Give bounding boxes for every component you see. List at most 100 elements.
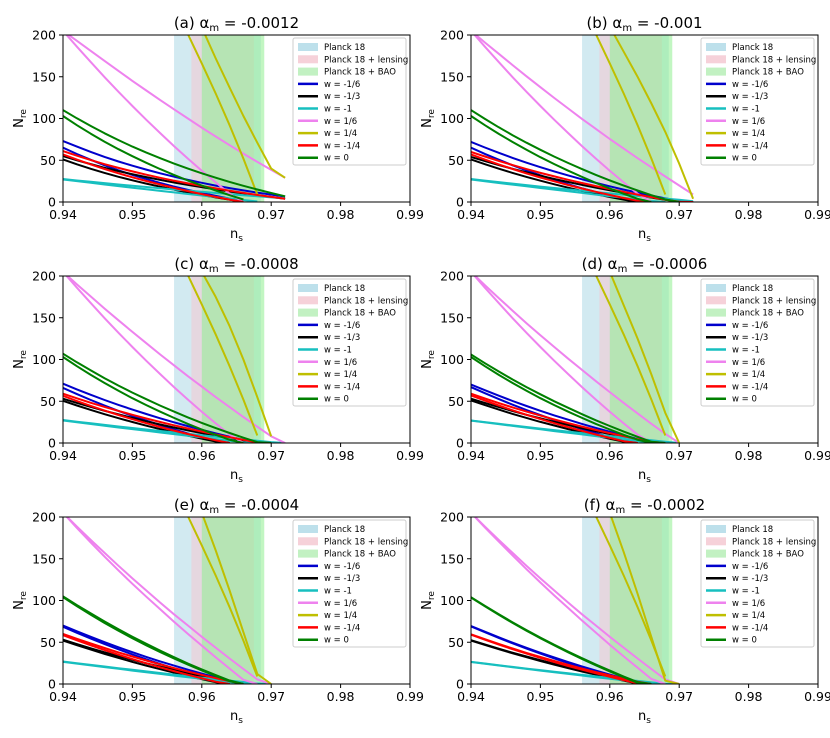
x-axis-label-main: n <box>230 709 238 724</box>
x-tick-label: 0.94 <box>49 689 77 704</box>
series-line-w-0-upper <box>471 109 680 202</box>
panel-d: 0.94 0.95 0.96 0.97 0.98 0.99 0 50 100 150 200 ns Nr… <box>420 255 830 485</box>
legend-patch <box>706 55 726 64</box>
legend-label: w = -1/6 <box>324 321 360 331</box>
panel-title-label: (f) α <box>584 496 616 514</box>
series-line-w-1-4-upper <box>63 150 286 200</box>
x-axis-label-sub: s <box>646 716 651 726</box>
legend-label: w = 0 <box>324 154 349 164</box>
band-2 <box>201 276 265 443</box>
y-tick-label: 150 <box>32 310 56 325</box>
panel-title: (b) αm = -0.001 <box>586 14 702 34</box>
legend-label: w = -1/6 <box>732 562 768 572</box>
series-line-w-1-lower <box>63 419 258 443</box>
legend-label: w = -1/6 <box>732 321 768 331</box>
series-line-w-0-upper <box>471 353 666 443</box>
band-2 <box>609 35 673 202</box>
panel-a: 0.94 0.95 0.96 0.97 0.98 0.99 0 50 100 150 200 ns Nr… <box>12 14 424 244</box>
series-line-w-1-lower <box>471 178 666 202</box>
y-axis-label: Nre <box>12 591 29 610</box>
y-tick-label: 50 <box>448 635 464 650</box>
legend-label: w = 0 <box>732 154 757 164</box>
series-line-w-1-6-upper <box>473 276 680 443</box>
legend-label: w = -1 <box>324 105 352 115</box>
legend-label: w = 1/6 <box>324 599 357 609</box>
series-line-w-1-4-upper <box>613 35 695 200</box>
y-tick-label: 100 <box>440 352 464 367</box>
plot-area <box>471 517 680 684</box>
x-tick-label: 0.95 <box>118 207 146 222</box>
legend-patch <box>706 67 726 76</box>
series-line-w-1-4-upper <box>202 517 272 684</box>
x-tick-label: 0.98 <box>735 689 763 704</box>
panel-title-label: (b) α <box>586 14 622 32</box>
legend-label: Planck 18 <box>324 43 365 53</box>
panel-title: (f) αm = -0.0002 <box>584 496 705 516</box>
legend-box <box>700 278 815 407</box>
series-line-w-1-6-lower <box>65 517 258 684</box>
legend-patch <box>298 308 318 317</box>
panel-title-sub: m <box>209 23 219 34</box>
series-line-w-1-upper <box>63 178 286 200</box>
series-line-w-1-4-lower <box>63 394 230 443</box>
series-line-w-1-4-lower <box>595 35 667 195</box>
legend-label: w = -1/3 <box>732 574 768 584</box>
x-tick-label: 0.97 <box>665 689 693 704</box>
y-tick-label: 100 <box>32 111 56 126</box>
y-axis-label: Nre <box>420 350 437 369</box>
y-tick-label: 100 <box>32 352 56 367</box>
y-tick-label: 0 <box>48 436 56 451</box>
legend-label: Planck 18 + BAO <box>732 550 804 560</box>
legend-box <box>700 519 815 648</box>
legend-patch <box>298 525 318 533</box>
panel-title-value: = -0.0002 <box>625 496 705 514</box>
x-tick-label: 0.95 <box>118 448 146 463</box>
y-axis-label: Nre <box>12 350 29 369</box>
panel-e: 0.94 0.95 0.96 0.97 0.98 0.99 0 50 100 150 200 ns Nr… <box>12 496 424 726</box>
y-axis-label-sub: re <box>427 109 437 119</box>
series-line-w-1-3-lower <box>63 399 230 443</box>
y-axis-label-sub: re <box>19 350 29 360</box>
y-axis-label-main: N <box>12 359 27 369</box>
legend-label: w = -1 <box>324 346 352 356</box>
y-tick-label: 100 <box>32 593 56 608</box>
x-tick-label: 0.99 <box>804 448 830 463</box>
y-tick-label: 50 <box>40 394 56 409</box>
series-line-w-1-4-lower <box>187 276 259 436</box>
panel-title-sub: m <box>209 264 219 275</box>
panel-title-value: = -0.001 <box>632 14 702 32</box>
series-line-w-1-6-upper <box>65 517 272 684</box>
series-line-w-1-4-upper <box>610 517 680 684</box>
panel-title-sub: m <box>622 23 632 34</box>
legend-label: w = -1 <box>324 587 352 597</box>
panel-title-sub: m <box>209 505 219 516</box>
legend-label: w = 1/6 <box>324 358 357 368</box>
x-tick-label: 0.95 <box>526 207 554 222</box>
legend-label: w = 1/4 <box>324 370 357 380</box>
legend-label: w = 1/4 <box>732 611 765 621</box>
panel-title-label: (c) α <box>174 255 209 273</box>
x-tick-label: 0.94 <box>457 689 485 704</box>
y-tick-label: 150 <box>440 310 464 325</box>
x-axis-label-sub: s <box>238 716 243 726</box>
y-tick-label: 150 <box>32 69 56 84</box>
x-tick-label: 0.98 <box>327 448 355 463</box>
x-tick-label: 0.95 <box>526 689 554 704</box>
legend-label: w = -1/6 <box>324 562 360 572</box>
y-axis-label-main: N <box>420 359 435 369</box>
y-axis-label-sub: re <box>427 591 437 601</box>
x-tick-label: 0.94 <box>49 207 77 222</box>
y-tick-label: 0 <box>456 677 464 692</box>
series-line-w-1-6-lower <box>473 35 652 202</box>
panel-title: (e) αm = -0.0004 <box>174 496 299 516</box>
legend-patch <box>706 537 726 546</box>
y-tick-label: 0 <box>48 195 56 210</box>
series-line-w-1-4-lower <box>63 634 230 684</box>
x-tick-label: 0.96 <box>596 448 624 463</box>
y-tick-label: 50 <box>40 635 56 650</box>
panel-title-label: (a) α <box>174 14 210 32</box>
legend-label: w = -1 <box>732 346 760 356</box>
x-axis-label: ns <box>638 709 651 726</box>
series-line-w-1-4-lower <box>595 276 667 436</box>
